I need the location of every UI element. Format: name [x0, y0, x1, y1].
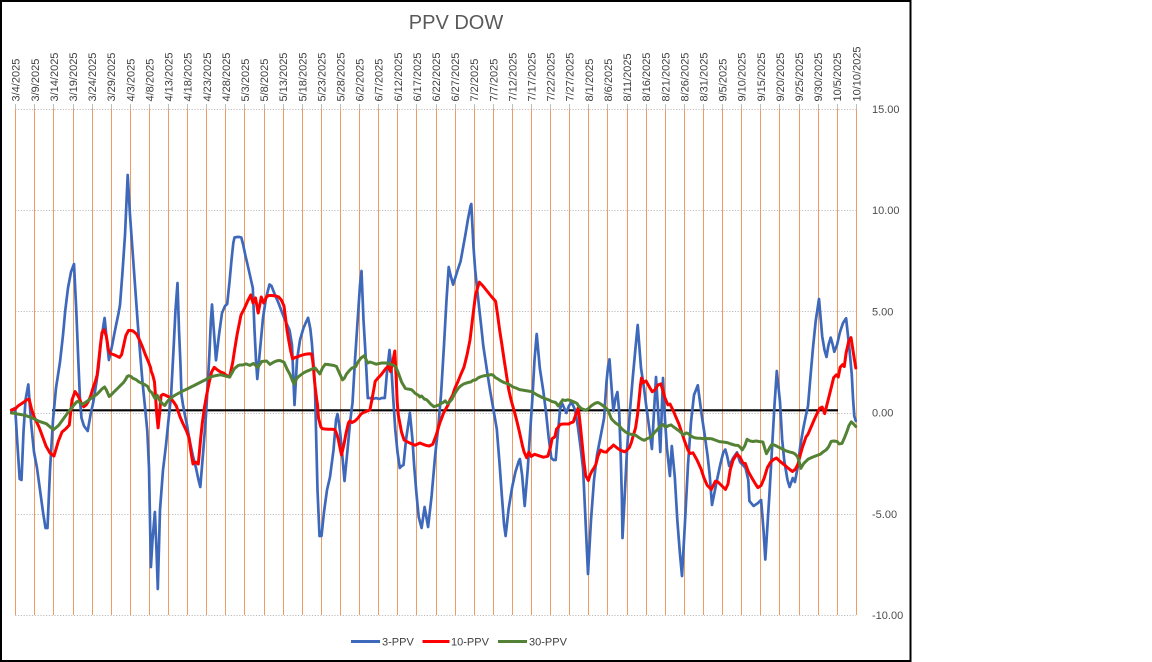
svg-text:10/5/2025: 10/5/2025 — [832, 53, 844, 102]
svg-text:9/20/2025: 9/20/2025 — [775, 53, 787, 102]
svg-text:3/14/2025: 3/14/2025 — [49, 53, 61, 102]
svg-text:3/24/2025: 3/24/2025 — [87, 53, 99, 102]
svg-text:4/23/2025: 4/23/2025 — [202, 53, 214, 102]
svg-text:7/7/2025: 7/7/2025 — [488, 59, 500, 102]
svg-text:8/1/2025: 8/1/2025 — [584, 59, 596, 102]
svg-text:3/29/2025: 3/29/2025 — [106, 53, 118, 102]
svg-text:9/30/2025: 9/30/2025 — [813, 53, 825, 102]
svg-text:6/22/2025: 6/22/2025 — [431, 53, 443, 102]
svg-text:5/3/2025: 5/3/2025 — [240, 59, 252, 102]
svg-text:9/10/2025: 9/10/2025 — [737, 53, 749, 102]
svg-text:PPV DOW: PPV DOW — [409, 12, 504, 34]
svg-text:10/10/2025: 10/10/2025 — [851, 46, 863, 101]
svg-text:5.00: 5.00 — [872, 306, 893, 318]
svg-text:4/28/2025: 4/28/2025 — [221, 53, 233, 102]
svg-text:5/13/2025: 5/13/2025 — [278, 53, 290, 102]
svg-text:8/6/2025: 8/6/2025 — [603, 59, 615, 102]
svg-text:9/5/2025: 9/5/2025 — [718, 59, 730, 102]
svg-text:7/27/2025: 7/27/2025 — [565, 53, 577, 102]
svg-text:-5.00: -5.00 — [872, 509, 897, 521]
svg-text:4/13/2025: 4/13/2025 — [164, 53, 176, 102]
svg-text:5/23/2025: 5/23/2025 — [316, 53, 328, 102]
svg-text:9/25/2025: 9/25/2025 — [794, 53, 806, 102]
svg-text:8/11/2025: 8/11/2025 — [622, 53, 634, 101]
svg-text:10.00: 10.00 — [872, 205, 900, 217]
svg-text:6/2/2025: 6/2/2025 — [355, 59, 367, 102]
svg-text:3/9/2025: 3/9/2025 — [30, 59, 42, 102]
svg-text:7/2/2025: 7/2/2025 — [469, 59, 481, 102]
svg-text:-10.00: -10.00 — [872, 610, 903, 622]
svg-text:7/22/2025: 7/22/2025 — [546, 53, 558, 102]
svg-text:6/27/2025: 6/27/2025 — [450, 53, 462, 102]
svg-text:5/18/2025: 5/18/2025 — [297, 53, 309, 102]
svg-text:3-PPV: 3-PPV — [382, 637, 414, 649]
svg-text:7/17/2025: 7/17/2025 — [527, 53, 539, 102]
svg-text:9/15/2025: 9/15/2025 — [756, 53, 768, 102]
svg-text:3/4/2025: 3/4/2025 — [11, 59, 23, 102]
svg-text:10-PPV: 10-PPV — [451, 637, 490, 649]
svg-text:8/31/2025: 8/31/2025 — [699, 53, 711, 102]
svg-text:8/21/2025: 8/21/2025 — [660, 53, 672, 102]
svg-text:3/19/2025: 3/19/2025 — [68, 53, 80, 102]
svg-text:4/3/2025: 4/3/2025 — [125, 59, 137, 102]
svg-text:6/7/2025: 6/7/2025 — [374, 59, 386, 102]
svg-text:7/12/2025: 7/12/2025 — [507, 53, 519, 102]
svg-text:8/26/2025: 8/26/2025 — [679, 53, 691, 102]
svg-text:8/16/2025: 8/16/2025 — [641, 53, 653, 102]
svg-text:0.00: 0.00 — [872, 408, 893, 420]
svg-text:6/12/2025: 6/12/2025 — [393, 53, 405, 102]
svg-text:30-PPV: 30-PPV — [529, 637, 568, 649]
svg-text:5/28/2025: 5/28/2025 — [336, 53, 348, 102]
svg-text:15.00: 15.00 — [872, 104, 900, 116]
svg-text:6/17/2025: 6/17/2025 — [412, 53, 424, 102]
svg-text:4/18/2025: 4/18/2025 — [183, 53, 195, 102]
svg-text:4/8/2025: 4/8/2025 — [144, 59, 156, 102]
svg-text:5/8/2025: 5/8/2025 — [259, 59, 271, 102]
